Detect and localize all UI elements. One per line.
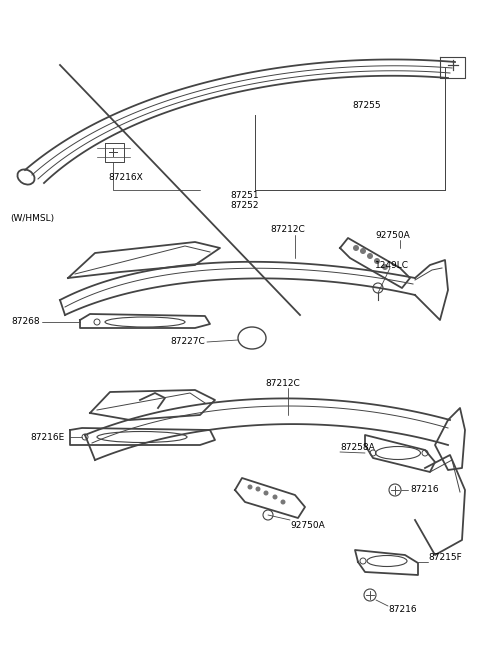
Text: 87216: 87216 [410, 485, 439, 495]
Text: 92750A: 92750A [290, 521, 325, 529]
Text: 87212C: 87212C [270, 225, 305, 234]
Text: 87216: 87216 [388, 605, 417, 614]
Text: 87251: 87251 [230, 191, 259, 200]
Text: 87212C: 87212C [265, 379, 300, 388]
Circle shape [255, 487, 261, 491]
Text: 87258A: 87258A [340, 443, 375, 453]
Text: 87216X: 87216X [108, 172, 143, 181]
Circle shape [280, 500, 286, 504]
Text: 87227C: 87227C [170, 337, 205, 346]
Circle shape [382, 264, 388, 270]
Circle shape [353, 245, 359, 251]
Text: 87252: 87252 [230, 200, 259, 210]
Text: (W/HMSL): (W/HMSL) [10, 214, 54, 223]
Circle shape [374, 258, 380, 264]
Circle shape [273, 495, 277, 500]
Text: 87268: 87268 [12, 318, 40, 326]
Text: 87215F: 87215F [428, 553, 462, 563]
Text: 92750A: 92750A [375, 231, 410, 240]
Text: 87255: 87255 [352, 100, 381, 109]
Circle shape [367, 253, 373, 259]
Text: 1249LC: 1249LC [375, 261, 409, 269]
Circle shape [248, 485, 252, 489]
Circle shape [360, 248, 366, 254]
Circle shape [264, 491, 268, 495]
Text: 87216E: 87216E [30, 432, 64, 441]
